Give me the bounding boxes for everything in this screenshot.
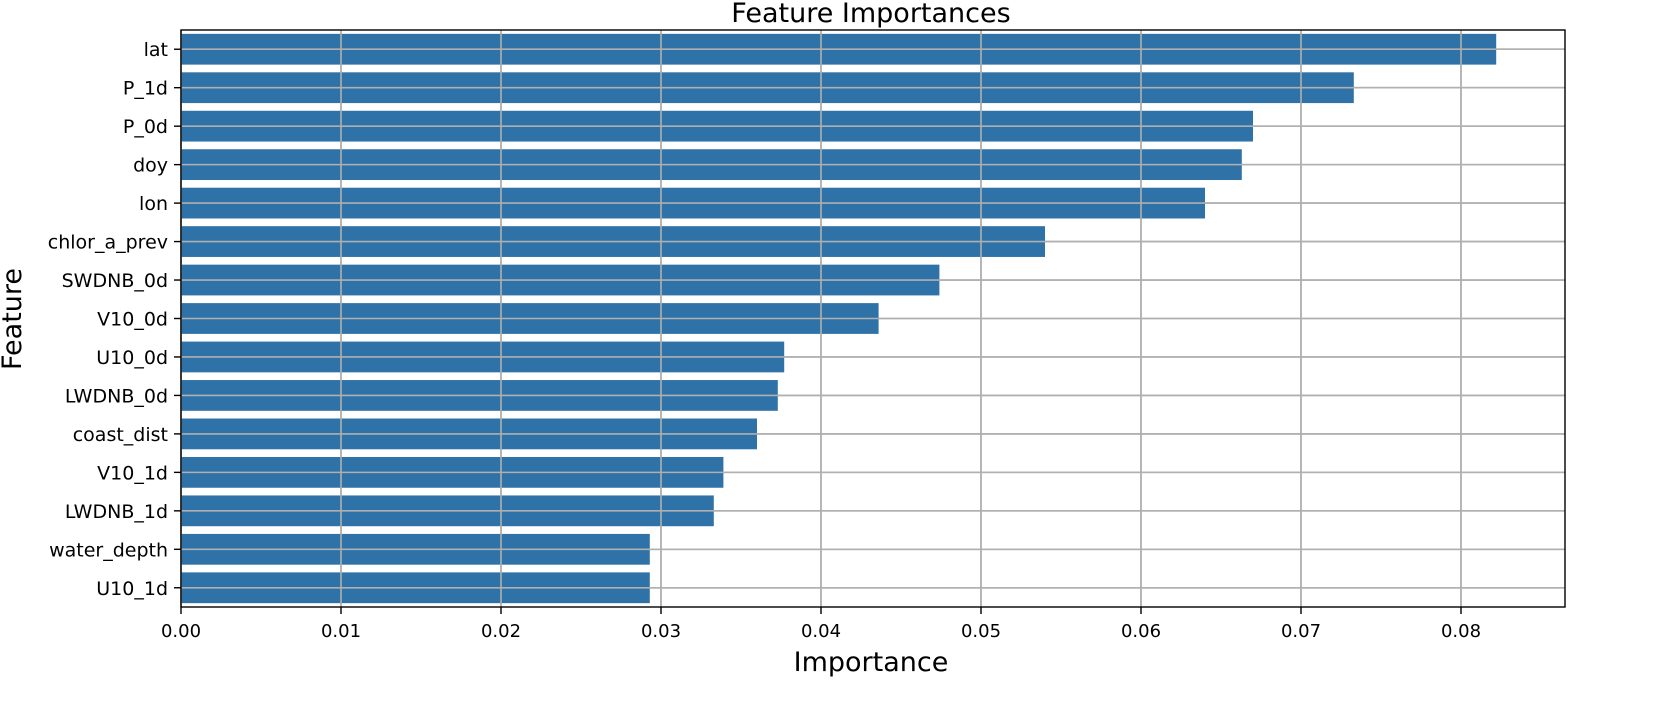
x-axis-label: Importance [794, 647, 949, 678]
x-tick-label: 0.01 [321, 621, 361, 642]
y-tick-label: V10_1d [97, 462, 168, 484]
y-tick-label: water_depth [49, 539, 168, 561]
y-tick-label: chlor_a_prev [48, 232, 168, 254]
y-tick-label: coast_dist [73, 424, 168, 446]
y-tick-label: lat [144, 39, 168, 61]
y-tick-label: LWDNB_0d [65, 385, 168, 407]
x-tick-label: 0.06 [1121, 621, 1161, 642]
y-tick-label: P_0d [123, 116, 168, 138]
x-tick-label: 0.05 [961, 621, 1001, 642]
y-axis-label: Feature [0, 268, 28, 370]
y-tick-label: U10_0d [96, 347, 168, 369]
y-tick-label: LWDNB_1d [65, 501, 168, 523]
bar-layer [180, 30, 1565, 607]
x-tick-label: 0.00 [161, 621, 201, 642]
y-tick-label: V10_0d [97, 309, 168, 331]
y-tick-label: SWDNB_0d [62, 270, 168, 292]
y-tick-label: U10_1d [96, 578, 168, 600]
chart-title: Feature Importances [731, 0, 1010, 29]
x-tick-label: 0.07 [1281, 621, 1321, 642]
x-tick-label: 0.04 [801, 621, 841, 642]
y-tick-label: lon [139, 193, 168, 215]
y-tick-label: P_1d [123, 78, 168, 100]
x-tick-label: 0.03 [641, 621, 681, 642]
x-tick-label: 0.02 [481, 621, 521, 642]
y-tick-label: doy [133, 155, 168, 177]
x-tick-label: 0.08 [1441, 621, 1481, 642]
